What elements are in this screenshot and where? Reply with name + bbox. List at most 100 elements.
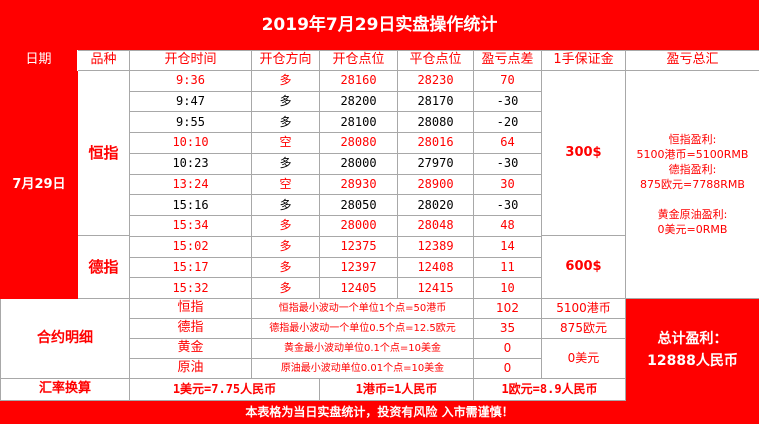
header-margin: 1手保证金 [542, 50, 626, 71]
fx-label: 汇率换算 [0, 379, 130, 401]
table-title: 2019年7月29日实盘操作统计 [0, 0, 759, 50]
trade-direction: 多 [252, 153, 320, 175]
trade-close-price: 12408 [398, 257, 474, 279]
profit-summary: 恒指盈利: 5100港币=5100RMB 德指盈利: 875欧元=7788RMB… [626, 71, 759, 299]
trade-open-price: 28000 [320, 153, 398, 175]
trade-direction: 多 [252, 257, 320, 279]
trade-time: 9:55 [130, 112, 252, 134]
header-pnl-points: 盈亏点差 [474, 50, 542, 71]
trade-close-price: 28230 [398, 71, 474, 92]
summary-line-2: 5100港币=5100RMB [636, 148, 749, 161]
trade-pnl: -30 [474, 91, 542, 113]
trade-close-price: 28170 [398, 91, 474, 113]
trade-open-price: 28160 [320, 71, 398, 92]
trade-direction: 多 [252, 278, 320, 299]
contract-name: 原油 [130, 359, 252, 379]
fx-usd: 1美元=7.75人民币 [130, 379, 320, 401]
trade-open-price: 28080 [320, 133, 398, 154]
contract-points: 35 [474, 319, 542, 339]
trade-direction: 空 [252, 133, 320, 154]
trade-pnl: 30 [474, 174, 542, 196]
trade-time: 15:32 [130, 278, 252, 299]
trade-direction: 多 [252, 91, 320, 113]
contract-name: 德指 [130, 319, 252, 339]
contract-points: 102 [474, 299, 542, 319]
trade-direction: 多 [252, 216, 320, 237]
trade-close-price: 28048 [398, 216, 474, 237]
contract-amount: 875欧元 [542, 319, 626, 339]
trade-direction: 多 [252, 195, 320, 217]
trade-open-price: 28000 [320, 216, 398, 237]
footer-disclaimer: 本表格为当日实盘统计，投资有风险 入市需谨慎！ [0, 401, 759, 424]
trade-pnl: 14 [474, 236, 542, 258]
header-close-price: 平仓点位 [398, 50, 474, 71]
contract-amount: 5100港币 [542, 299, 626, 319]
trade-time: 15:02 [130, 236, 252, 258]
header-total: 盈亏总汇 [626, 50, 759, 71]
contract-name: 恒指 [130, 299, 252, 319]
trade-time: 13:24 [130, 174, 252, 196]
header-open-time: 开仓时间 [130, 50, 252, 71]
contract-description: 恒指最小波动一个单位1个点=50港币 [252, 299, 474, 319]
trade-close-price: 12389 [398, 236, 474, 258]
contract-name: 黄金 [130, 339, 252, 359]
trade-open-price: 28200 [320, 91, 398, 113]
summary-line-4: 875欧元=7788RMB [640, 178, 745, 191]
margin-hsi: 300$ [542, 71, 626, 236]
grand-total-value: 12888人民币 [647, 353, 738, 369]
trade-pnl: -30 [474, 153, 542, 175]
margin-dax: 600$ [542, 236, 626, 299]
trade-time: 10:23 [130, 153, 252, 175]
header-direction: 开仓方向 [252, 50, 320, 71]
trade-direction: 多 [252, 71, 320, 92]
fx-eur: 1欧元=8.9人民币 [474, 379, 626, 401]
trade-close-price: 28080 [398, 112, 474, 134]
summary-line-6: 0美元=0RMB [657, 223, 728, 236]
trade-open-price: 28100 [320, 112, 398, 134]
contract-description: 原油最小波动单位0.01个点=10美金 [252, 359, 474, 379]
trade-time: 15:34 [130, 216, 252, 237]
summary-line-1: 恒指盈利: [668, 133, 717, 146]
trade-pnl: -20 [474, 112, 542, 134]
trade-close-price: 28016 [398, 133, 474, 154]
contract-amount-gold-oil: 0美元 [542, 339, 626, 379]
header-open-price: 开仓点位 [320, 50, 398, 71]
contract-description: 德指最小波动一个单位0.5个点=12.5欧元 [252, 319, 474, 339]
trade-pnl: -30 [474, 195, 542, 217]
summary-line-3: 德指盈利: [668, 163, 717, 176]
trade-open-price: 12405 [320, 278, 398, 299]
date-cell: 7月29日 [0, 71, 78, 299]
trade-pnl: 10 [474, 278, 542, 299]
trade-close-price: 28020 [398, 195, 474, 217]
trade-pnl: 64 [474, 133, 542, 154]
trade-pnl: 48 [474, 216, 542, 237]
contract-label: 合约明细 [0, 299, 130, 379]
trade-open-price: 12397 [320, 257, 398, 279]
product-dax: 德指 [78, 236, 130, 299]
grand-total: 总计盈利： 12888人民币 [626, 299, 759, 401]
trade-pnl: 11 [474, 257, 542, 279]
trade-time: 15:16 [130, 195, 252, 217]
grand-total-label: 总计盈利： [657, 331, 728, 347]
contract-description: 黄金最小波动单位0.1个点=10美金 [252, 339, 474, 359]
trade-direction: 多 [252, 112, 320, 134]
trade-time: 9:47 [130, 91, 252, 113]
trade-direction: 多 [252, 236, 320, 258]
product-hsi: 恒指 [78, 71, 130, 236]
trade-close-price: 27970 [398, 153, 474, 175]
trade-open-price: 12375 [320, 236, 398, 258]
trade-pnl: 70 [474, 71, 542, 92]
trade-time: 15:17 [130, 257, 252, 279]
trade-time: 10:10 [130, 133, 252, 154]
fx-hkd: 1港币=1人民币 [320, 379, 474, 401]
trade-open-price: 28050 [320, 195, 398, 217]
trade-time: 9:36 [130, 71, 252, 92]
trade-direction: 空 [252, 174, 320, 196]
header-date: 日期 [0, 50, 78, 71]
trade-open-price: 28930 [320, 174, 398, 196]
contract-points: 0 [474, 359, 542, 379]
summary-line-5: 黄金原油盈利: [657, 208, 728, 221]
contract-points: 0 [474, 339, 542, 359]
trade-close-price: 12415 [398, 278, 474, 299]
